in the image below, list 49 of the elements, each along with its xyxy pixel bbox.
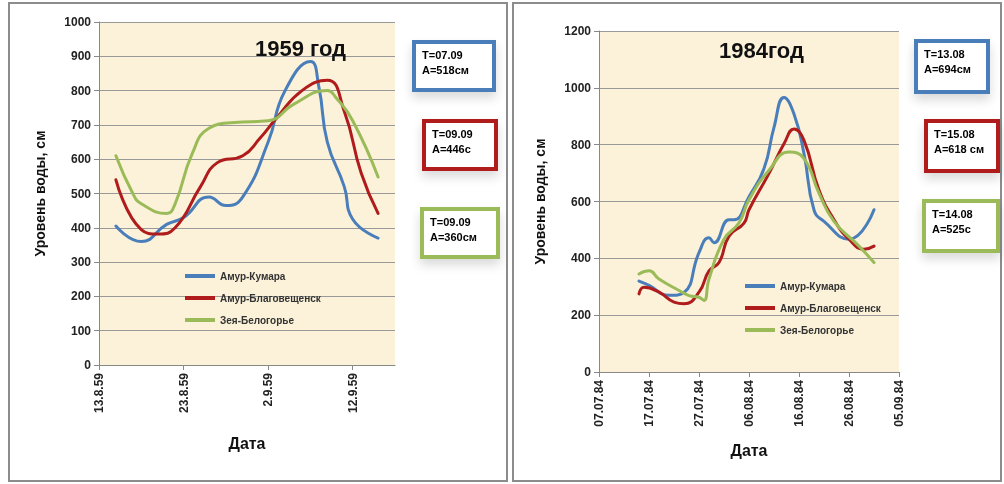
y-tick-label: 600: [570, 194, 592, 209]
y-tick-label: 1000: [564, 80, 592, 95]
y-tick-label: 0: [84, 358, 92, 372]
x-tick-label: 2.9.59: [261, 372, 276, 407]
y-tick-label: 100: [70, 323, 92, 338]
x-tick-label: 05.09.84: [892, 379, 906, 427]
x-tick-label: 17.07.84: [642, 379, 656, 427]
x-tick-label: 26.08.84: [842, 379, 856, 427]
note-box: T=14.08 A=525с: [922, 199, 1000, 253]
y-tick-label: 700: [70, 117, 92, 132]
legend-label: Зея-Белогорье: [780, 324, 855, 336]
note-box: T=09.09 A=446с: [422, 119, 498, 171]
y-tick-label: 800: [70, 83, 92, 98]
legend-label: Амур-Кумара: [220, 270, 286, 282]
y-axis-title: Уровень воды, см: [32, 130, 48, 257]
note-box: T=13.08 A=694см: [914, 39, 990, 94]
x-tick-label: 16.08.84: [792, 379, 806, 427]
y-tick-label: 400: [70, 220, 92, 235]
y-tick-label: 300: [70, 255, 92, 270]
x-tick-label: 27.07.84: [692, 379, 706, 427]
y-tick-label: 500: [70, 186, 92, 201]
note-box: T=07.09 A=518см: [412, 40, 496, 92]
legend-label: Амур-Благовещенск: [780, 302, 882, 314]
x-tick-label: 07.07.84: [592, 379, 606, 427]
x-tick-label: 12.9.59: [345, 372, 360, 414]
line-series: [114, 89, 380, 215]
text: 1959 год: [255, 35, 347, 61]
y-axis-title: Уровень воды, см: [532, 138, 548, 265]
y-tick-label: 600: [70, 152, 92, 167]
y-tick-label: 0: [584, 365, 592, 379]
y-tick-label: 800: [570, 137, 592, 152]
note-box: T=09.09 A=360см: [420, 207, 500, 259]
y-tick-label: 200: [70, 289, 92, 304]
legend-label: Зея-Белогорье: [220, 314, 295, 326]
x-tick-label: 06.08.84: [742, 379, 756, 427]
x-tick-label: 13.8.59: [92, 372, 106, 414]
y-tick-label: 1000: [64, 15, 92, 29]
chart-title: 1984год: [719, 37, 804, 63]
y-tick-label: 1200: [564, 24, 592, 38]
line-series: [637, 150, 876, 302]
y-tick-label: 200: [570, 308, 592, 323]
x-tick-label: 23.8.59: [176, 372, 191, 414]
legend-label: Амур-Благовещенск: [220, 292, 322, 304]
x-axis-title: Дата: [730, 441, 768, 459]
x-axis-title: Дата: [228, 434, 266, 452]
note-box: T=15.08 A=618 см: [924, 119, 1000, 173]
y-tick-label: 400: [570, 251, 592, 266]
y-tick-label: 900: [70, 49, 92, 64]
legend-label: Амур-Кумара: [780, 280, 846, 292]
